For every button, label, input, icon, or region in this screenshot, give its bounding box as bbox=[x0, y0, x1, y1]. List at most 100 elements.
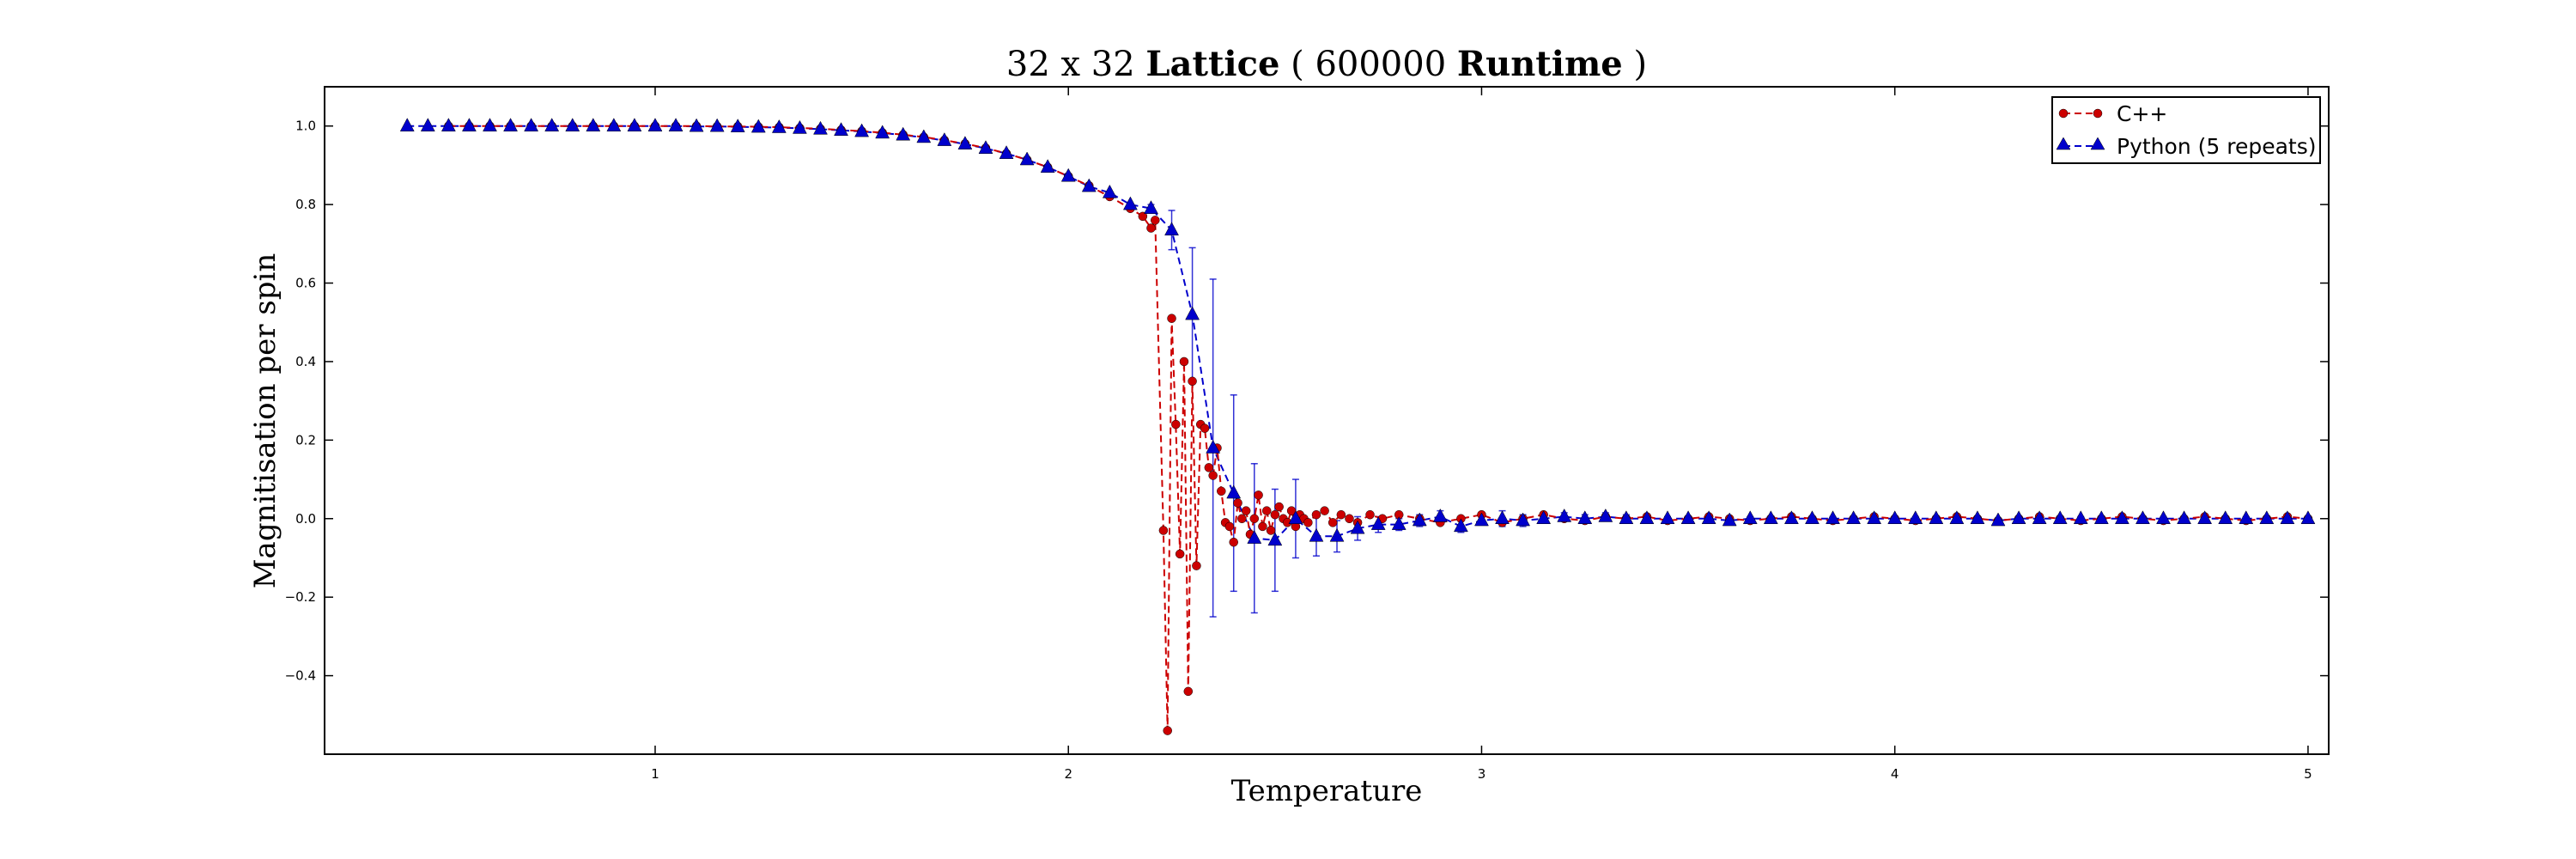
cpp-point bbox=[1237, 514, 1247, 524]
python-point bbox=[2259, 510, 2275, 525]
x-axis-label: Temperature bbox=[1231, 774, 1423, 808]
python-point bbox=[916, 129, 932, 143]
cpp-point bbox=[1303, 518, 1313, 527]
cpp-point bbox=[1241, 506, 1251, 515]
python-point bbox=[1247, 530, 1262, 544]
cpp-point bbox=[1188, 376, 1197, 387]
python-point bbox=[1722, 512, 1737, 527]
cpp-point bbox=[1163, 726, 1172, 735]
chart-title-part-3: ( 600000 bbox=[1279, 45, 1456, 84]
python-point bbox=[1805, 510, 1820, 525]
plot-frame bbox=[324, 86, 2330, 755]
python-point bbox=[565, 118, 580, 131]
y-axis: −0.4 −0.2 0.0 0.2 0.4 0.6 0.8 1.0 bbox=[285, 119, 2329, 684]
x-tick-label: 5 bbox=[2304, 766, 2312, 782]
python-point bbox=[1081, 178, 1097, 192]
python-point bbox=[544, 118, 560, 131]
python-point bbox=[1122, 196, 1138, 210]
y-tick-label: 0.4 bbox=[295, 354, 316, 369]
legend-entry-cpp: C++ bbox=[2058, 101, 2167, 126]
python-point bbox=[1929, 510, 1944, 525]
cpp-point bbox=[1229, 537, 1238, 547]
python-point bbox=[2114, 510, 2129, 525]
python-point bbox=[2239, 510, 2254, 525]
python-point bbox=[1516, 512, 1531, 527]
python-point bbox=[1826, 510, 1840, 525]
cpp-point bbox=[1151, 216, 1160, 225]
python-point bbox=[937, 132, 952, 146]
legend-marker-python bbox=[2056, 137, 2071, 150]
cpp-point bbox=[1138, 211, 1148, 222]
python-point bbox=[689, 118, 704, 132]
python-point bbox=[2177, 510, 2191, 525]
python-point bbox=[2073, 510, 2088, 525]
python-point bbox=[1267, 532, 1283, 546]
cpp-point bbox=[1274, 502, 1284, 512]
chart-title-part-1: 32 x 32 bbox=[1006, 45, 1146, 84]
legend-marker-python bbox=[2090, 137, 2105, 150]
python-point bbox=[1867, 510, 1882, 525]
python-point bbox=[2011, 510, 2026, 525]
python-point bbox=[1495, 510, 1510, 525]
python-point bbox=[793, 119, 807, 134]
cpp-point bbox=[1258, 521, 1267, 532]
python-point bbox=[2093, 510, 2109, 525]
python-point bbox=[1908, 510, 1923, 525]
legend-label-cpp: C++ bbox=[2117, 101, 2167, 126]
legend-box bbox=[2051, 96, 2321, 164]
python-point bbox=[1040, 159, 1055, 173]
python-point bbox=[606, 118, 622, 131]
y-tick-label: 0.0 bbox=[295, 511, 316, 527]
cpp-point bbox=[1146, 223, 1156, 233]
python-point bbox=[399, 118, 415, 131]
python-point bbox=[1288, 510, 1303, 525]
cpp-point bbox=[1345, 514, 1354, 524]
cpp-point bbox=[1254, 490, 1263, 500]
python-point bbox=[647, 118, 663, 131]
python-point bbox=[957, 136, 973, 149]
python-point bbox=[2280, 510, 2295, 525]
python-point bbox=[1350, 520, 1365, 534]
cpp-point bbox=[1261, 506, 1272, 515]
python-point bbox=[1680, 510, 1696, 525]
python-point bbox=[1060, 168, 1076, 182]
python-point bbox=[1742, 510, 1758, 525]
python-point bbox=[1557, 508, 1572, 522]
python-point bbox=[1309, 527, 1324, 542]
python-point bbox=[462, 118, 477, 131]
x-tick-label: 4 bbox=[1891, 766, 1899, 782]
python-point bbox=[2300, 510, 2316, 525]
series-layer bbox=[399, 118, 2316, 735]
python-point bbox=[503, 118, 518, 131]
cpp-point bbox=[1249, 514, 1260, 524]
legend: C++ Python (5 repeats) bbox=[2051, 96, 2321, 164]
python-point bbox=[1887, 510, 1903, 525]
cpp-point bbox=[1233, 498, 1242, 508]
python-point bbox=[2197, 510, 2213, 525]
python-point bbox=[978, 140, 993, 155]
x-tick-label: 3 bbox=[1478, 766, 1486, 782]
y-tick-label: 0.6 bbox=[295, 276, 316, 291]
python-point bbox=[440, 118, 456, 131]
python-point bbox=[896, 126, 911, 141]
python-point bbox=[1412, 512, 1427, 527]
cpp-point bbox=[1208, 471, 1218, 480]
python-point bbox=[1783, 510, 1799, 525]
cpp-point bbox=[1327, 518, 1338, 527]
python-point bbox=[1577, 510, 1593, 525]
python-point bbox=[1660, 510, 1675, 525]
python-point bbox=[1226, 484, 1242, 499]
cpp-point bbox=[1158, 526, 1169, 535]
cpp-point bbox=[1192, 561, 1201, 570]
cpp-point bbox=[1204, 463, 1214, 472]
x-tick-label: 2 bbox=[1064, 766, 1072, 782]
python-point bbox=[854, 123, 870, 137]
python-point bbox=[1619, 510, 1634, 525]
python-point bbox=[2032, 510, 2047, 525]
python-point bbox=[1453, 518, 1468, 533]
python-point bbox=[1639, 510, 1655, 525]
cpp-point bbox=[1175, 549, 1185, 559]
y-tick-label: 0.2 bbox=[295, 432, 316, 448]
cpp-point bbox=[1200, 423, 1210, 433]
